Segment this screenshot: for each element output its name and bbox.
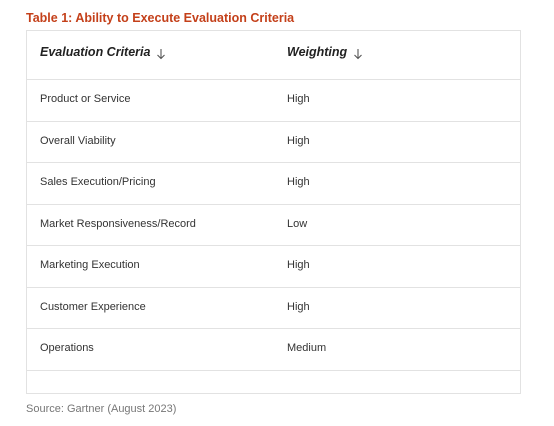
cell-criteria: Overall Viability	[40, 134, 116, 147]
cell-weighting: Low	[287, 217, 308, 230]
cell-criteria: Customer Experience	[40, 300, 146, 313]
column-header-weighting[interactable]: Weighting	[287, 45, 363, 60]
cell-criteria: Product or Service	[40, 93, 131, 105]
cell-weighting: High	[287, 134, 310, 147]
arrow-down-icon[interactable]	[353, 48, 363, 60]
table-header-row: Evaluation Criteria Weighting	[27, 31, 520, 80]
cell-weighting: High	[287, 93, 310, 105]
table-row: Overall Viability High	[27, 122, 520, 163]
table-title: Table 1: Ability to Execute Evaluation C…	[26, 11, 295, 25]
cell-criteria: Operations	[40, 342, 94, 354]
cell-criteria: Marketing Execution	[40, 259, 140, 271]
arrow-down-icon[interactable]	[156, 48, 166, 60]
cell-criteria: Market Responsiveness/Record	[40, 217, 196, 230]
cell-weighting: High	[287, 259, 310, 271]
table-row: Operations Medium	[27, 329, 520, 371]
cell-weighting: High	[287, 176, 310, 188]
table-row: Customer Experience High	[27, 288, 520, 329]
table-row: Market Responsiveness/Record Low	[27, 205, 520, 246]
column-header-weighting-label: Weighting	[287, 45, 348, 59]
cell-weighting: Medium	[287, 342, 327, 354]
table-row: Sales Execution/Pricing High	[27, 163, 520, 205]
table-footer-spacer	[27, 371, 520, 395]
cell-criteria: Sales Execution/Pricing	[40, 176, 156, 188]
criteria-table: Evaluation Criteria Weighting Product or…	[26, 30, 521, 394]
column-header-criteria-label: Evaluation Criteria	[40, 45, 151, 59]
table-row: Marketing Execution High	[27, 246, 520, 288]
table-row: Product or Service High	[27, 80, 520, 122]
cell-weighting: High	[287, 300, 310, 313]
column-header-criteria[interactable]: Evaluation Criteria	[40, 45, 166, 60]
source-note: Source: Gartner (August 2023)	[26, 403, 177, 415]
